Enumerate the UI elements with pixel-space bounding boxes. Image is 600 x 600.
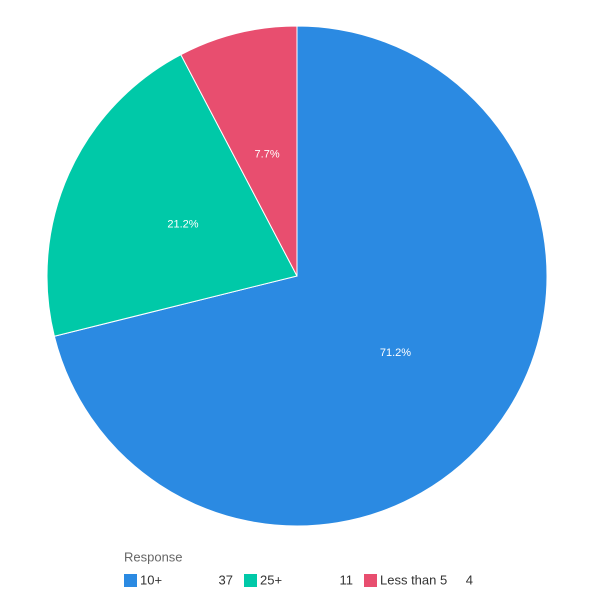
legend-label: Less than 5 (380, 572, 447, 587)
legend-count: 11 (340, 572, 354, 587)
data-label: 21.2% (167, 219, 198, 231)
data-label: 71.2% (380, 347, 411, 359)
legend-swatch (244, 574, 257, 587)
legend-label: 10+ (140, 572, 162, 587)
legend-count: 37 (219, 572, 233, 587)
pie-slice (180, 25, 298, 277)
data-label: 7.7% (255, 149, 280, 161)
legend-label: 25+ (260, 572, 282, 587)
pie-slice (46, 53, 298, 337)
legend-swatch (124, 574, 137, 587)
legend-swatch (364, 574, 377, 587)
pie-slice (53, 25, 548, 527)
legend-count: 4 (466, 572, 473, 587)
legend-title: Response (124, 549, 183, 564)
